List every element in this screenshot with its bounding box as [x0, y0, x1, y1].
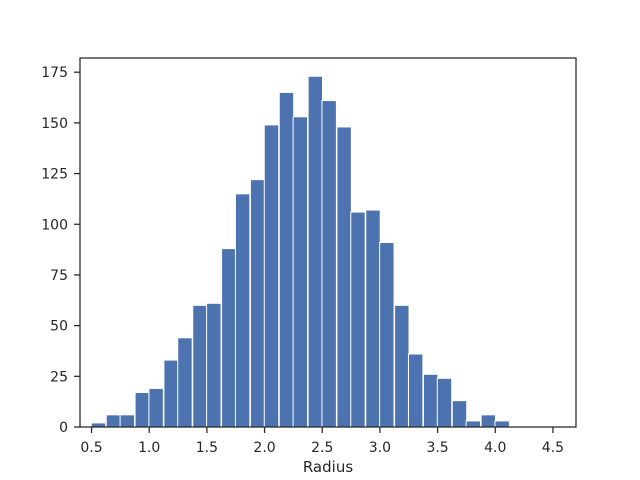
y-tick-label-2: 50 [50, 319, 68, 335]
histogram-bar-24 [436, 377, 453, 428]
histogram-bar-15 [307, 75, 324, 428]
x-tick-label-8: 4.5 [542, 440, 564, 456]
histogram-bar-17 [336, 126, 352, 428]
histogram-bar-7 [192, 304, 208, 428]
x-tick-label-1: 1.0 [138, 440, 160, 456]
histogram-bar-14 [292, 116, 309, 428]
x-tick-label-7: 4.0 [484, 440, 506, 456]
plot-frame [79, 57, 577, 428]
histogram-bar-6 [177, 337, 193, 428]
histogram-bar-28 [494, 420, 510, 428]
y-tick-label-1: 25 [50, 369, 68, 385]
histogram-bar-3 [134, 392, 150, 428]
histogram-bar-13 [278, 91, 295, 428]
histogram-bar-16 [321, 100, 337, 428]
x-axis-label: Radius [303, 458, 353, 476]
x-tick-label-2: 1.5 [196, 440, 218, 456]
y-tick-label-0: 0 [59, 420, 68, 436]
histogram-bar-12 [263, 124, 280, 428]
histogram-bar-11 [249, 179, 266, 428]
histogram-bar-27 [480, 414, 497, 428]
ticks-layer: 0.5 1.0 1.5 2.0 2.5 3.0 3.5 4.0 4.5 0 25 50 75 100 125… [41, 65, 564, 456]
x-tick-label-6: 3.5 [426, 440, 448, 456]
histogram-bar-2 [119, 414, 136, 428]
histogram-bar-8 [206, 302, 222, 428]
bars-layer [90, 75, 510, 428]
histogram-bar-22 [407, 353, 424, 428]
y-tick-label-4: 100 [41, 217, 68, 233]
x-tick-label-3: 2.0 [253, 440, 275, 456]
histogram-bar-20 [379, 242, 395, 428]
histogram-bar-18 [350, 211, 366, 428]
x-tick-label-0: 0.5 [80, 440, 102, 456]
histogram-bar-5 [163, 359, 179, 428]
histogram-bar-1 [105, 414, 122, 428]
x-tick-label-5: 3.0 [369, 440, 391, 456]
histogram-bar-23 [422, 373, 439, 428]
histogram-bar-25 [451, 400, 468, 428]
x-tick-label-4: 2.5 [311, 440, 333, 456]
y-tick-label-5: 125 [41, 167, 68, 183]
histogram-bar-21 [394, 304, 410, 428]
y-tick-label-3: 75 [50, 268, 68, 284]
y-tick-label-7: 175 [41, 65, 68, 81]
histogram-bar-4 [148, 387, 164, 428]
histogram-bar-26 [465, 420, 482, 428]
histogram-bar-10 [234, 193, 251, 428]
y-tick-label-6: 150 [41, 116, 68, 132]
histogram-bar-9 [221, 248, 237, 428]
histogram-bar-19 [365, 209, 381, 428]
